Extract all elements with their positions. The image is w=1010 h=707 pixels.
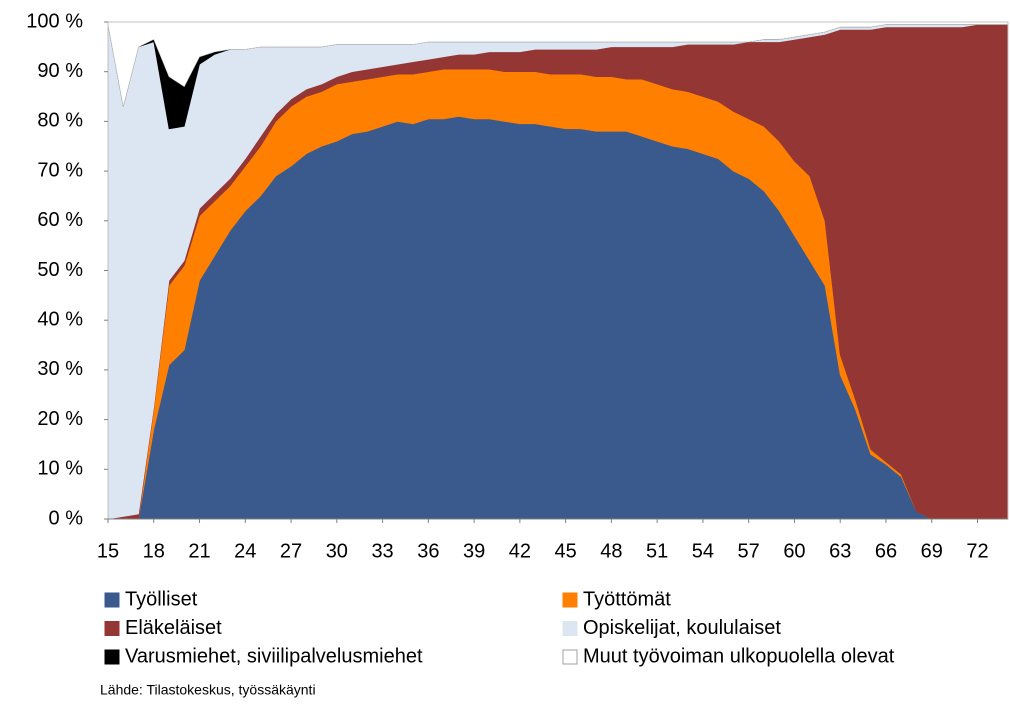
x-tick-label: 57 bbox=[738, 540, 760, 562]
y-tick-label: 30 % bbox=[37, 358, 83, 380]
legend-swatch bbox=[562, 621, 578, 636]
legend-swatch bbox=[104, 592, 120, 608]
legend-swatch bbox=[104, 621, 120, 636]
y-tick-label: 10 % bbox=[37, 458, 83, 480]
y-tick-label: 40 % bbox=[37, 308, 83, 330]
legend-label: Työttömät bbox=[583, 588, 671, 610]
legend-label: Opiskelijat, koululaiset bbox=[583, 617, 781, 639]
legend-label: Varusmiehet, siviilipalvelusmiehet bbox=[125, 645, 423, 667]
y-tick-label: 60 % bbox=[37, 209, 83, 231]
x-tick-label: 48 bbox=[600, 540, 622, 562]
x-tick-label: 42 bbox=[509, 540, 531, 562]
x-tick-label: 51 bbox=[646, 540, 668, 562]
x-tick-label: 66 bbox=[875, 540, 897, 562]
x-tick-label: 33 bbox=[371, 540, 393, 562]
x-tick-label: 27 bbox=[280, 540, 302, 562]
source-note: Lähde: Tilastokeskus, työssäkäynti bbox=[100, 682, 316, 698]
legend-label: Muut työvoiman ulkopuolella olevat bbox=[583, 645, 895, 667]
y-tick-label: 100 % bbox=[26, 10, 83, 32]
x-tick-label: 54 bbox=[692, 540, 714, 562]
x-tick-label: 72 bbox=[966, 540, 988, 562]
x-tick-label: 21 bbox=[188, 540, 210, 562]
legend-label: Eläkeläiset bbox=[125, 617, 222, 639]
legend-swatch bbox=[562, 592, 578, 608]
x-tick-label: 60 bbox=[783, 540, 805, 562]
y-tick-label: 50 % bbox=[37, 259, 83, 281]
legend-swatch bbox=[562, 649, 578, 665]
x-tick-label: 30 bbox=[326, 540, 348, 562]
y-tick-label: 0 % bbox=[49, 507, 84, 529]
legend-label: Työlliset bbox=[125, 588, 198, 610]
x-tick-label: 39 bbox=[463, 540, 485, 562]
y-tick-label: 90 % bbox=[37, 60, 83, 82]
legend-swatch bbox=[104, 649, 120, 665]
x-tick-label: 69 bbox=[921, 540, 943, 562]
x-tick-label: 36 bbox=[417, 540, 439, 562]
x-tick-label: 63 bbox=[829, 540, 851, 562]
y-tick-label: 80 % bbox=[37, 110, 83, 132]
x-tick-label: 24 bbox=[234, 540, 256, 562]
y-tick-label: 20 % bbox=[37, 408, 83, 430]
x-tick-label: 15 bbox=[97, 540, 119, 562]
y-tick-label: 70 % bbox=[37, 159, 83, 181]
x-tick-label: 45 bbox=[555, 540, 577, 562]
x-tick-label: 18 bbox=[143, 540, 165, 562]
